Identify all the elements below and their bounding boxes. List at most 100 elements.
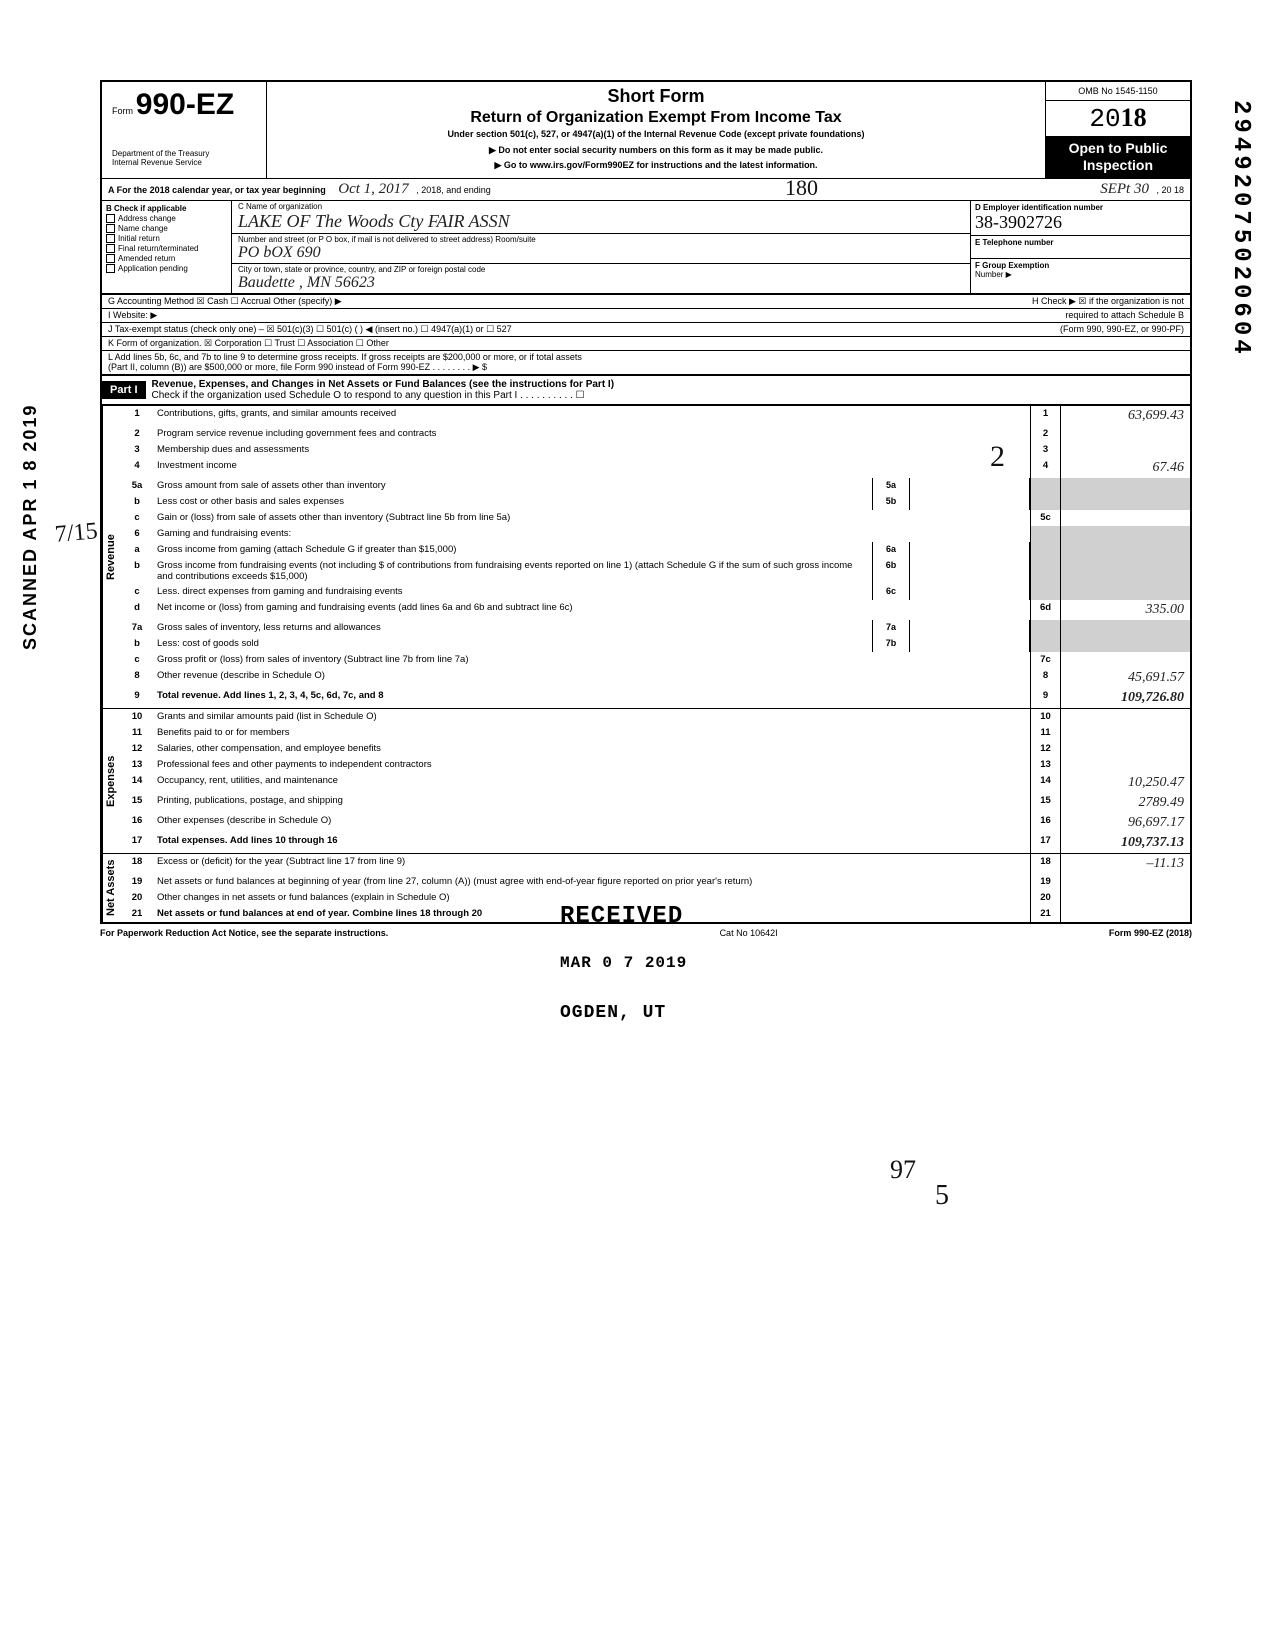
part1-title: Revenue, Expenses, and Changes in Net As… [152, 379, 615, 390]
open-public-badge: Open to Public Inspection [1046, 136, 1190, 178]
line-number: b [119, 636, 155, 652]
right-box-shaded [1030, 558, 1060, 584]
right-box-shaded [1030, 584, 1060, 600]
line-row: 10Grants and similar amounts paid (list … [119, 709, 1190, 725]
row-a-mid: , 2018, and ending [416, 185, 491, 195]
line-row: 14Occupancy, rent, utilities, and mainte… [119, 773, 1190, 793]
footer-left: For Paperwork Reduction Act Notice, see … [100, 928, 388, 938]
org-name: LAKE OF The Woods Cty FAIR ASSN [238, 211, 510, 231]
chk-pending[interactable] [106, 264, 115, 273]
line-number: 4 [119, 458, 155, 478]
line-row: bLess: cost of goods sold7b [119, 636, 1190, 652]
row-h3: (Form 990, 990-EZ, or 990-PF) [1060, 324, 1184, 335]
right-amount [1060, 725, 1190, 741]
right-box: 21 [1030, 906, 1060, 922]
right-box: 5c [1030, 510, 1060, 526]
tax-year: 20201818 [1046, 101, 1190, 136]
line-text: Gross income from gaming (attach Schedul… [155, 542, 872, 558]
line-number: 8 [119, 668, 155, 688]
line-text: Other changes in net assets or fund bala… [155, 890, 1030, 906]
scanned-stamp: SCANNED APR 1 8 2019 [20, 404, 41, 650]
right-amount-shaded [1060, 620, 1190, 636]
mid-amount [910, 584, 1030, 600]
line-text: Membership dues and assessments [155, 442, 1030, 458]
line-row: 2Program service revenue including gover… [119, 426, 1190, 442]
line-number: b [119, 558, 155, 584]
right-box-shaded [1030, 526, 1060, 542]
chk-amended[interactable] [106, 254, 115, 263]
part1-header-row: Part I Revenue, Expenses, and Changes in… [100, 376, 1192, 406]
line-row: aGross income from gaming (attach Schedu… [119, 542, 1190, 558]
block-b: B Check if applicable Address change Nam… [100, 201, 1192, 295]
right-amount-shaded [1060, 494, 1190, 510]
form-label: Form [112, 106, 133, 116]
line-row: 19Net assets or fund balances at beginni… [119, 874, 1190, 890]
sequence-number: 29492075020604 [1227, 100, 1254, 358]
e-label: E Telephone number [975, 238, 1054, 247]
mid-box: 6c [872, 584, 910, 600]
right-box: 13 [1030, 757, 1060, 773]
line-text: Other revenue (describe in Schedule O) [155, 668, 1030, 688]
right-amount [1060, 426, 1190, 442]
line-number: 6 [119, 526, 155, 542]
line-text: Salaries, other compensation, and employ… [155, 741, 1030, 757]
line-text: Program service revenue including govern… [155, 426, 1030, 442]
right-box: 9 [1030, 688, 1060, 708]
row-l: L Add lines 5b, 6c, and 7b to line 9 to … [108, 352, 582, 362]
right-box: 12 [1030, 741, 1060, 757]
right-amount: –11.13 [1060, 854, 1190, 874]
right-amount [1060, 709, 1190, 725]
right-amount-shaded [1060, 526, 1190, 542]
right-amount: 67.46 [1060, 458, 1190, 478]
line-number: 18 [119, 854, 155, 874]
chk-address[interactable] [106, 214, 115, 223]
line-text: Gross income from fundraising events (no… [155, 558, 872, 584]
line-number: 15 [119, 793, 155, 813]
right-amount [1060, 442, 1190, 458]
right-amount [1060, 874, 1190, 890]
line-row: 20Other changes in net assets or fund ba… [119, 890, 1190, 906]
footer-right: Form 990-EZ (2018) [1109, 928, 1192, 938]
line-text: Less cost or other basis and sales expen… [155, 494, 872, 510]
line-row: cGain or (loss) from sale of assets othe… [119, 510, 1190, 526]
row-h2: required to attach Schedule B [1065, 310, 1184, 321]
line-text: Total revenue. Add lines 1, 2, 3, 4, 5c,… [155, 688, 1030, 708]
line-row: 21Net assets or fund balances at end of … [119, 906, 1190, 922]
chk-initial[interactable] [106, 234, 115, 243]
form-number: 990-EZ [136, 88, 234, 122]
line-row: 5aGross amount from sale of assets other… [119, 478, 1190, 494]
lbl-initial: Initial return [118, 234, 160, 243]
lbl-name: Name change [118, 224, 168, 233]
mid-box: 7a [872, 620, 910, 636]
form-header: Form 990-EZ Department of the Treasury I… [100, 80, 1192, 178]
line-number: 7a [119, 620, 155, 636]
city: Baudette , MN 56623 [238, 274, 375, 291]
line-number: 17 [119, 833, 155, 853]
line-row: bGross income from fundraising events (n… [119, 558, 1190, 584]
chk-final[interactable] [106, 244, 115, 253]
annot-715: 7/15 [54, 518, 99, 549]
mid-amount [910, 620, 1030, 636]
line-row: 15Printing, publications, postage, and s… [119, 793, 1190, 813]
line-row: 3Membership dues and assessments3 [119, 442, 1190, 458]
line-number: 19 [119, 874, 155, 890]
mid-box: 7b [872, 636, 910, 652]
right-box: 17 [1030, 833, 1060, 853]
right-amount [1060, 652, 1190, 668]
part1-check: Check if the organization used Schedule … [152, 390, 585, 401]
mid-box: 6b [872, 558, 910, 584]
line-row: 6Gaming and fundraising events: [119, 526, 1190, 542]
right-box: 1 [1030, 406, 1060, 426]
line-number: 2 [119, 426, 155, 442]
chk-name[interactable] [106, 224, 115, 233]
right-amount-shaded [1060, 584, 1190, 600]
line-number: 21 [119, 906, 155, 922]
line-number: d [119, 600, 155, 620]
mid-amount [910, 478, 1030, 494]
part1-label: Part I [102, 381, 146, 399]
annot-2: 2 [990, 440, 1005, 474]
c-label: C Name of organization [238, 202, 322, 211]
right-box: 20 [1030, 890, 1060, 906]
begin-date: Oct 1, 2017 [338, 181, 408, 197]
right-amount: 63,699.43 [1060, 406, 1190, 426]
